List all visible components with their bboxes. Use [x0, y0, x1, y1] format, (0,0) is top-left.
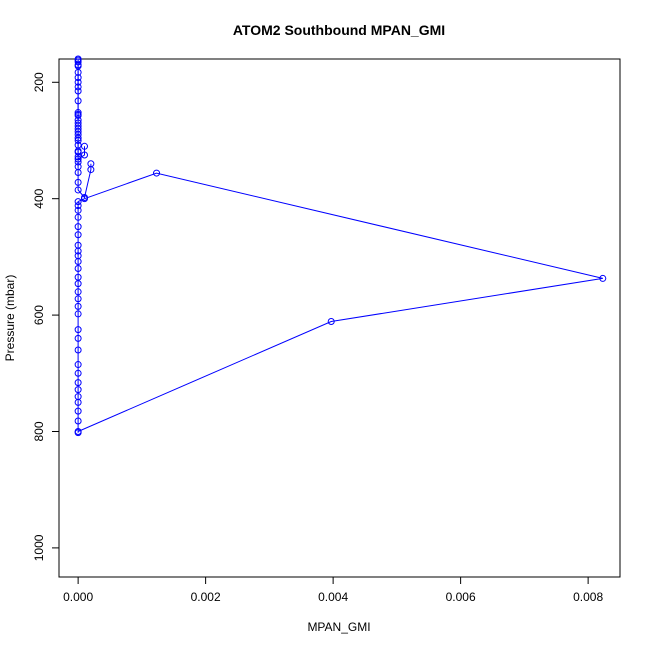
data-point — [74, 206, 82, 214]
plot-frame — [58, 58, 621, 578]
data-point — [74, 288, 82, 296]
data-point — [87, 166, 95, 174]
x-axis-label: MPAN_GMI — [307, 620, 370, 634]
x-tick-label: 0.000 — [63, 590, 93, 604]
data-point — [74, 163, 82, 171]
x-tick-label: 0.004 — [318, 590, 348, 604]
data-point — [74, 178, 82, 186]
data-point — [74, 334, 82, 342]
data-point — [74, 202, 82, 210]
y-tick-label: 600 — [32, 305, 46, 325]
data-point — [74, 252, 82, 260]
data-point — [74, 128, 82, 136]
data-point — [74, 241, 82, 249]
data-point — [153, 169, 161, 177]
data-point — [74, 110, 82, 118]
data-point — [74, 407, 82, 415]
data-point — [81, 142, 88, 150]
x-tick-label: 0.008 — [573, 590, 603, 604]
data-point — [74, 427, 82, 435]
x-tick-label: 0.002 — [191, 590, 221, 604]
y-axis-label: Pressure (mbar) — [3, 275, 17, 362]
data-point — [74, 87, 82, 95]
data-point — [74, 155, 82, 163]
data-point — [74, 326, 82, 334]
data-point — [327, 317, 335, 325]
data-point — [74, 119, 82, 127]
data-point — [74, 56, 82, 64]
data-point — [74, 97, 82, 105]
data-point — [74, 417, 82, 425]
data-point — [74, 61, 82, 69]
series-line — [77, 172, 603, 433]
series-line — [77, 60, 85, 161]
y-tick-label: 1000 — [32, 534, 46, 561]
data-point — [74, 213, 82, 221]
chart-title: ATOM2 Southbound MPAN_GMI — [233, 22, 445, 38]
data-point — [74, 198, 82, 206]
x-tick-label: 0.006 — [446, 590, 476, 604]
data-point — [74, 265, 82, 273]
data-point — [74, 379, 82, 387]
data-point — [74, 78, 82, 86]
data-point — [81, 194, 88, 202]
data-point — [74, 231, 82, 239]
data-point — [74, 295, 82, 303]
data-point — [74, 186, 82, 194]
data-point — [599, 274, 607, 282]
y-tick-label: 200 — [32, 72, 46, 92]
data-point — [74, 68, 82, 76]
data-point — [74, 273, 82, 281]
data-point — [74, 393, 82, 401]
x-axis: 0.000 0.002 0.004 0.006 0.008 — [63, 576, 603, 604]
data-point — [74, 369, 82, 377]
y-axis: 200 400 600 800 1000 — [32, 72, 60, 561]
data-point — [74, 346, 82, 354]
data-point — [74, 147, 82, 155]
data-point — [74, 302, 82, 310]
data-point — [74, 361, 82, 369]
plot-area — [74, 55, 607, 437]
data-point — [74, 386, 82, 394]
data-point — [74, 223, 82, 231]
data-point — [74, 310, 82, 318]
y-tick-label: 800 — [32, 421, 46, 441]
data-point — [81, 151, 88, 159]
y-tick-label: 400 — [32, 188, 46, 208]
